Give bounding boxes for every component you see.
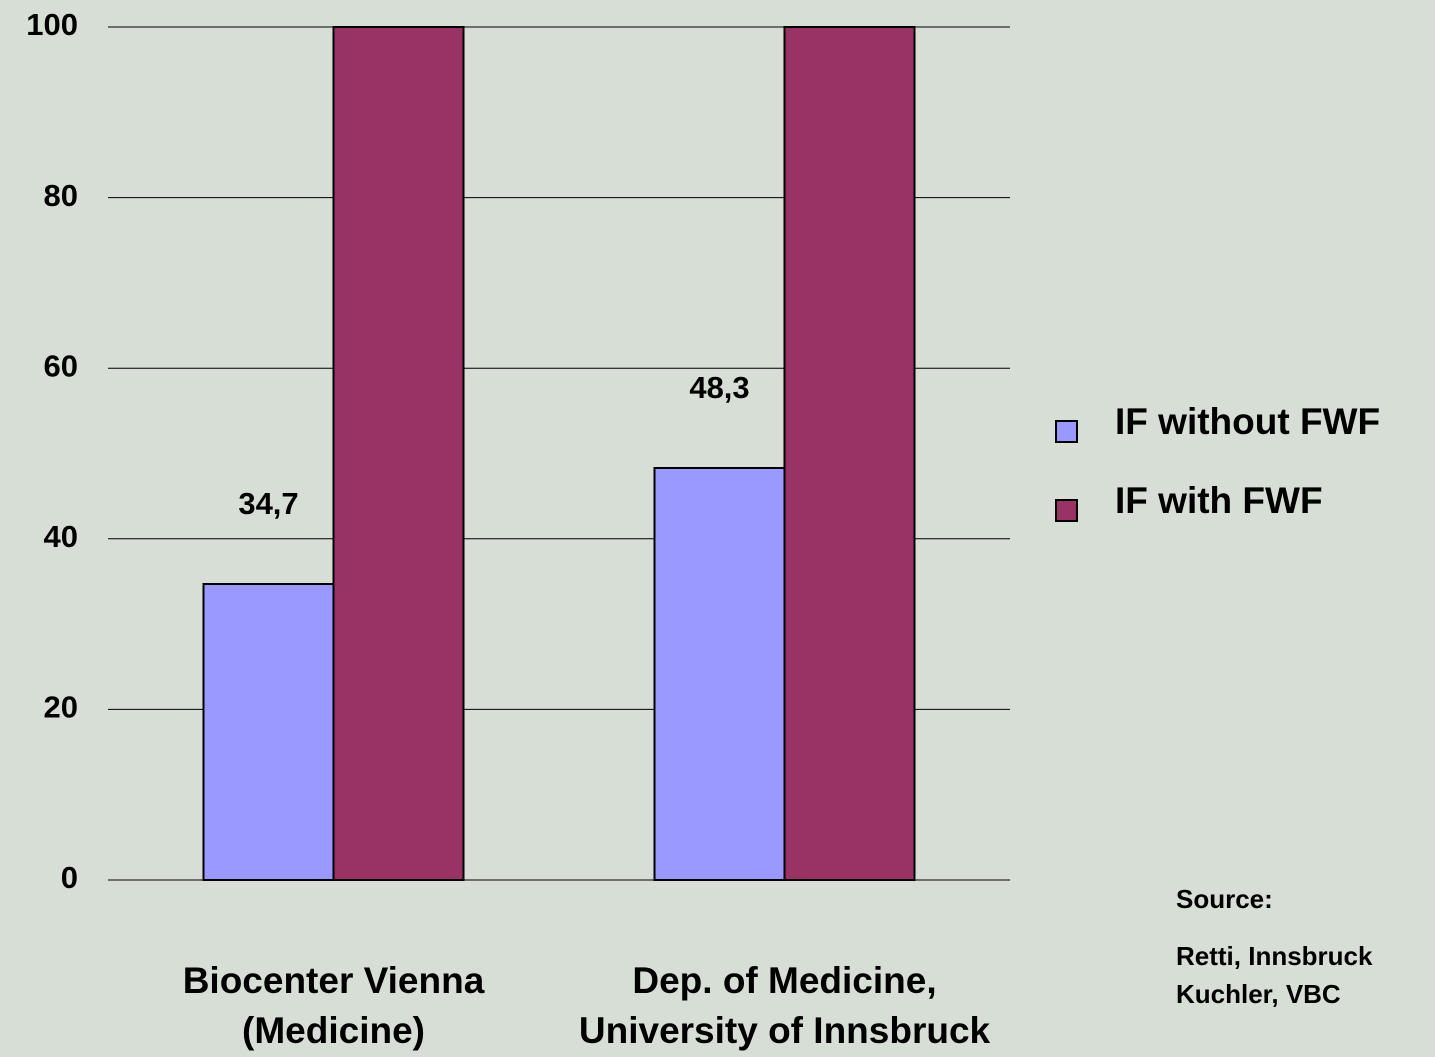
y-tick-label: 20 <box>44 690 78 725</box>
bar <box>783 26 916 881</box>
y-tick-label: 0 <box>61 860 78 895</box>
legend-swatch <box>1055 499 1078 522</box>
x-tick-label: University of Innsbruck <box>579 1010 991 1051</box>
source-line: Kuchler, VBC <box>1176 979 1341 1009</box>
data-label: 48,3 <box>689 370 749 405</box>
x-tick-label: Dep. of Medicine, <box>632 960 936 1001</box>
legend-label: IF without FWF <box>1115 401 1380 442</box>
y-tick-label: 80 <box>44 178 78 213</box>
bar <box>653 467 786 881</box>
bar <box>202 583 335 881</box>
bar <box>332 26 465 881</box>
source-line: Retti, Innsbruck <box>1176 941 1373 971</box>
x-tick-label: (Medicine) <box>242 1010 425 1051</box>
source-label: Source: <box>1176 884 1273 914</box>
x-tick-label: Biocenter Vienna <box>183 960 485 1001</box>
y-tick-label: 60 <box>44 348 78 383</box>
y-tick-label: 100 <box>26 7 78 42</box>
data-label: 34,7 <box>238 486 298 521</box>
legend-swatch <box>1055 420 1078 443</box>
legend-label: IF with FWF <box>1115 480 1323 521</box>
y-tick-label: 40 <box>44 519 78 554</box>
